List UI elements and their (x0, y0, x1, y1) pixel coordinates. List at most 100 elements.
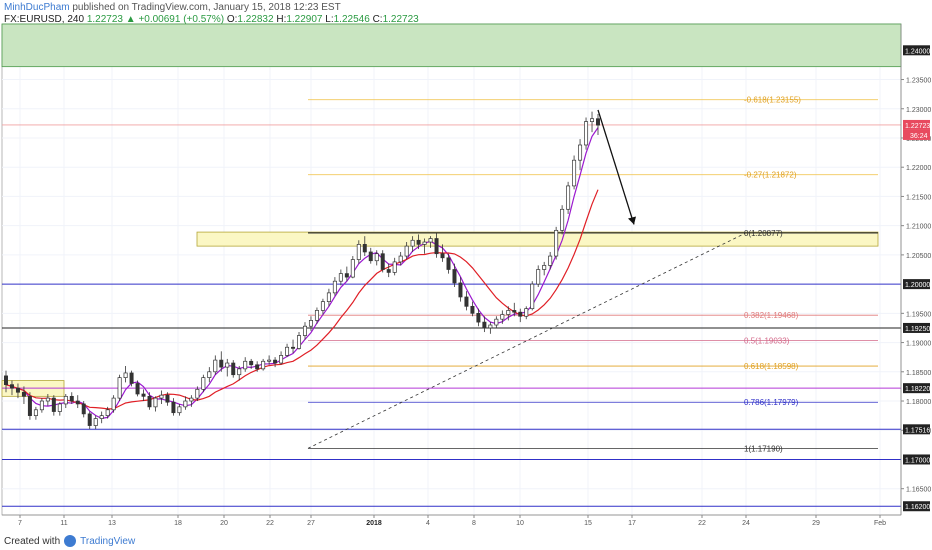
high-value: 1.22907 (286, 14, 323, 25)
candle (249, 360, 254, 366)
candle (255, 364, 260, 370)
candle (560, 208, 565, 231)
candle (135, 383, 140, 395)
time-tick-label: 24 (742, 520, 750, 527)
candle (63, 395, 68, 405)
publish-info: published on TradingView.com, January 15… (72, 2, 341, 13)
price-label: 1.16200 (905, 504, 930, 511)
price-label-box (903, 279, 930, 290)
close-value: 1.22723 (382, 14, 419, 25)
candle (141, 393, 146, 397)
price-label-box (903, 383, 930, 394)
candle (488, 324, 493, 329)
candle (374, 253, 379, 262)
price-tick-label: 1.20500 (906, 253, 931, 260)
candle (33, 409, 38, 416)
candle (452, 269, 457, 284)
candle (231, 362, 236, 376)
candle (494, 318, 499, 326)
author-link[interactable]: MinhDucPham (4, 2, 70, 13)
candle (386, 269, 391, 273)
candle (213, 359, 218, 373)
candle (39, 400, 44, 411)
candle (440, 253, 445, 259)
candle (458, 282, 463, 298)
candle (326, 292, 331, 302)
candle (416, 239, 421, 245)
candle (368, 251, 373, 262)
candle (596, 118, 600, 126)
candle (434, 238, 439, 255)
candle (380, 253, 385, 270)
projection-arrow (597, 109, 635, 225)
footer: Created with TradingView (4, 535, 135, 547)
candle (398, 255, 403, 263)
price-label: 1.18220 (905, 386, 930, 393)
candle (4, 375, 8, 386)
candle (45, 397, 50, 402)
candle (273, 359, 278, 364)
candle (243, 360, 248, 370)
candle (21, 391, 26, 397)
candle (267, 359, 272, 362)
candle (584, 121, 589, 146)
tradingview-logo-icon (64, 535, 77, 547)
candle (548, 255, 553, 266)
time-tick-label: 10 (516, 520, 524, 527)
candle (320, 301, 325, 311)
price-label-box (903, 424, 930, 435)
up-triangle-icon: ▲ (125, 14, 136, 25)
fib-level-label: 0.618(1.18598) (744, 362, 799, 371)
yellow-zone (196, 231, 879, 247)
price-tick-label: 1.23000 (906, 107, 931, 114)
ma-fast-line (5, 127, 599, 420)
time-tick-label: 2018 (366, 520, 382, 527)
candle (201, 377, 206, 390)
candle (75, 400, 80, 405)
candle (261, 360, 266, 370)
fib-level-label: 0.786(1.17979) (744, 398, 799, 407)
candle (183, 400, 188, 408)
price-label: 1.17516 (905, 427, 930, 434)
candle (536, 269, 541, 285)
tradingview-brand[interactable]: TradingView (80, 535, 136, 547)
fib-level-label: 0.5(1.19033) (744, 337, 790, 346)
candles (4, 111, 600, 430)
candle (482, 321, 487, 329)
candle (237, 368, 242, 376)
candle (392, 261, 397, 273)
candle (279, 355, 284, 364)
candle (99, 415, 104, 419)
candle (153, 397, 158, 408)
price-tick-label: 1.18500 (906, 370, 931, 377)
candle (189, 397, 194, 402)
fib-levels: -0.618(1.23155) -0.27(1.21872) 0(1.20877) 0… (308, 96, 878, 453)
candle (117, 377, 122, 399)
price-label: 1.24000 (905, 48, 930, 55)
candle (195, 388, 200, 399)
price-tick-label: 1.21500 (906, 194, 931, 201)
time-tick-label: Feb (874, 520, 886, 527)
candle (9, 384, 14, 389)
price-axis: 1.235001.230001.225001.220001.215001.210… (900, 24, 931, 515)
resistance-zone (1, 23, 902, 68)
candle (147, 395, 152, 408)
price-label: 1.19250 (905, 326, 930, 333)
time-tick-label: 15 (584, 520, 592, 527)
time-tick-label: 8 (472, 520, 476, 527)
price-tick-label: 1.18000 (906, 399, 931, 406)
close-label: C: (372, 14, 383, 25)
candle (344, 273, 349, 278)
fib-level-label: -0.27(1.21872) (744, 171, 797, 180)
price-label-box (903, 45, 930, 56)
candle (554, 229, 559, 257)
candle (512, 310, 517, 313)
candle (422, 241, 427, 245)
candle (314, 310, 319, 321)
price-tick-label: 1.16500 (906, 487, 931, 494)
candle (219, 359, 224, 368)
fib-level-label: 0(1.20877) (744, 229, 783, 238)
candle (506, 310, 511, 315)
candle (518, 311, 523, 317)
